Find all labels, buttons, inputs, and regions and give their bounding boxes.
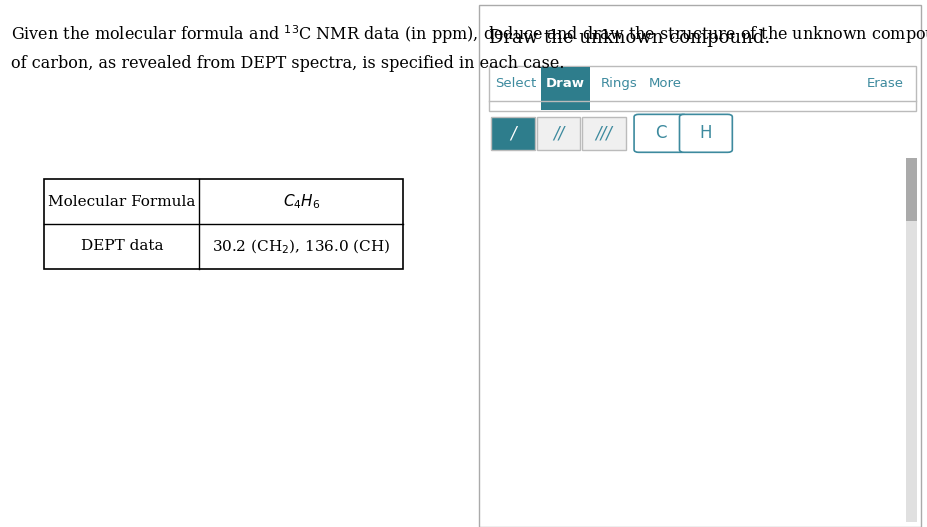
Bar (489, 66, 916, 111)
Text: 30.2 (CH$_2$), 136.0 (CH): 30.2 (CH$_2$), 136.0 (CH) (212, 237, 390, 256)
Text: //: // (552, 124, 565, 142)
Bar (541, 67, 590, 110)
Text: Rings: Rings (601, 77, 638, 90)
Text: Select: Select (495, 77, 536, 90)
Text: Molecular Formula: Molecular Formula (48, 194, 196, 209)
FancyBboxPatch shape (679, 114, 732, 152)
Bar (479, 5, 921, 527)
Text: /: / (510, 124, 516, 142)
Bar (537, 117, 580, 150)
Bar (906, 158, 917, 221)
Text: Draw the unknown compound.: Draw the unknown compound. (489, 29, 769, 47)
Text: ///: /// (595, 124, 613, 142)
Bar (582, 117, 626, 150)
Text: Erase: Erase (867, 77, 904, 90)
Text: H: H (700, 124, 712, 142)
Text: C: C (654, 124, 667, 142)
Bar (906, 158, 917, 522)
Text: of carbon, as revealed from DEPT spectra, is specified in each case.: of carbon, as revealed from DEPT spectra… (11, 55, 565, 72)
FancyBboxPatch shape (634, 114, 687, 152)
Bar (491, 117, 535, 150)
Text: $C_4H_6$: $C_4H_6$ (283, 192, 320, 211)
Text: More: More (649, 77, 682, 90)
Bar (44, 179, 403, 269)
Text: Given the molecular formula and $^{13}$C NMR data (in ppm), deduce and draw the : Given the molecular formula and $^{13}$C… (11, 24, 927, 46)
Text: DEPT data: DEPT data (81, 239, 163, 253)
Text: Draw: Draw (546, 77, 585, 90)
